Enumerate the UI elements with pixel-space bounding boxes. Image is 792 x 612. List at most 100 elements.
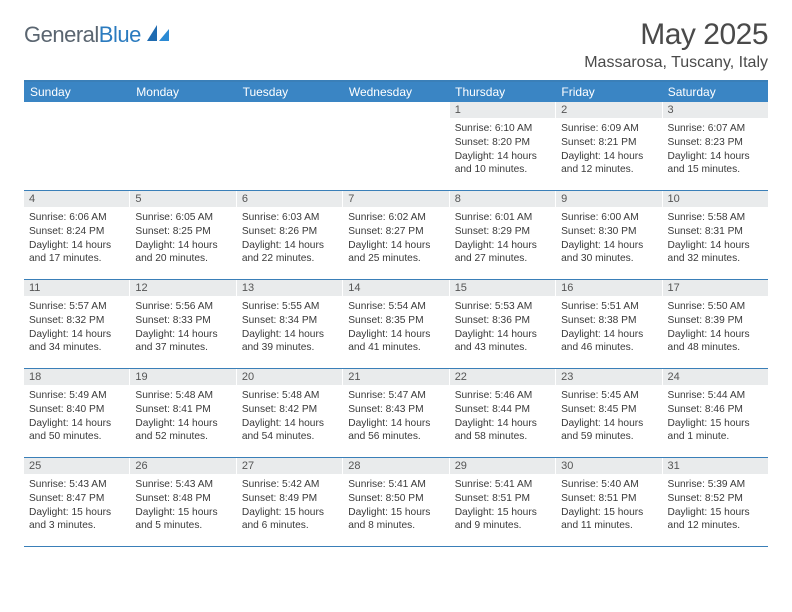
- calendar-day: 24Sunrise: 5:44 AMSunset: 8:46 PMDayligh…: [663, 369, 768, 457]
- sunrise-text: Sunrise: 5:51 AM: [561, 300, 656, 314]
- calendar-day: 17Sunrise: 5:50 AMSunset: 8:39 PMDayligh…: [663, 280, 768, 368]
- calendar-day: 19Sunrise: 5:48 AMSunset: 8:41 PMDayligh…: [130, 369, 236, 457]
- sunset-text: Sunset: 8:49 PM: [242, 492, 337, 506]
- day-number: 21: [343, 369, 448, 385]
- sunrise-text: Sunrise: 5:56 AM: [135, 300, 230, 314]
- calendar-day: 21Sunrise: 5:47 AMSunset: 8:43 PMDayligh…: [343, 369, 449, 457]
- daylight-text: Daylight: 14 hours and 17 minutes.: [29, 239, 124, 267]
- weekday-header: Friday: [555, 82, 661, 102]
- daylight-text: Daylight: 14 hours and 43 minutes.: [455, 328, 550, 356]
- calendar-day: 30 Sunrise: 5:40 AMSunset: 8:51 PMDayligh…: [556, 458, 662, 546]
- daylight-text: Daylight: 15 hours and 9 minutes.: [455, 506, 550, 534]
- daylight-text: Daylight: 14 hours and 20 minutes.: [135, 239, 230, 267]
- sunrise-text: Sunrise: 5:55 AM: [242, 300, 337, 314]
- sunrise-text: Sunrise: 6:05 AM: [135, 211, 230, 225]
- sunrise-text: Sunrise: 5:53 AM: [455, 300, 550, 314]
- logo-sail-icon: [145, 23, 171, 48]
- daylight-text: Daylight: 15 hours and 11 minutes.: [561, 506, 656, 534]
- day-number: 6: [237, 191, 342, 207]
- sunset-text: Sunset: 8:33 PM: [135, 314, 230, 328]
- sunset-text: Sunset: 8:29 PM: [455, 225, 550, 239]
- day-details: Sunrise: 5:47 AMSunset: 8:43 PMDaylight:…: [343, 385, 448, 450]
- calendar-day: 11Sunrise: 5:57 AMSunset: 8:32 PMDayligh…: [24, 280, 130, 368]
- day-details: Sunrise: 5:43 AMSunset: 8:47 PMDaylight:…: [24, 474, 129, 539]
- day-details: Sunrise: 5:56 AMSunset: 8:33 PMDaylight:…: [130, 296, 235, 361]
- day-number: 31: [663, 458, 768, 474]
- calendar-day: 5Sunrise: 6:05 AMSunset: 8:25 PMDaylight…: [130, 191, 236, 279]
- daylight-text: Daylight: 14 hours and 41 minutes.: [348, 328, 443, 356]
- sunrise-text: Sunrise: 6:02 AM: [348, 211, 443, 225]
- day-number: 9: [556, 191, 661, 207]
- sunrise-text: Sunrise: 5:45 AM: [561, 389, 656, 403]
- sunset-text: Sunset: 8:48 PM: [135, 492, 230, 506]
- sunrise-text: Sunrise: 5:49 AM: [29, 389, 124, 403]
- calendar-day: 15Sunrise: 5:53 AMSunset: 8:36 PMDayligh…: [450, 280, 556, 368]
- day-details: Sunrise: 5:50 AMSunset: 8:39 PMDaylight:…: [663, 296, 768, 361]
- sunset-text: Sunset: 8:38 PM: [561, 314, 656, 328]
- day-number: 4: [24, 191, 129, 207]
- day-details: Sunrise: 5:41 AMSunset: 8:50 PMDaylight:…: [343, 474, 448, 539]
- calendar-day: 28Sunrise: 5:41 AMSunset: 8:50 PMDayligh…: [343, 458, 449, 546]
- sunrise-text: Sunrise: 5:41 AM: [455, 478, 550, 492]
- page-header: GeneralBlue May 2025 Massarosa, Tuscany,…: [24, 18, 768, 72]
- sunset-text: Sunset: 8:32 PM: [29, 314, 124, 328]
- day-details: Sunrise: 6:03 AMSunset: 8:26 PMDaylight:…: [237, 207, 342, 272]
- sunset-text: Sunset: 8:20 PM: [455, 136, 550, 150]
- sunrise-text: Sunrise: 5:43 AM: [29, 478, 124, 492]
- daylight-text: Daylight: 14 hours and 12 minutes.: [561, 150, 656, 178]
- sunrise-text: Sunrise: 6:01 AM: [455, 211, 550, 225]
- calendar-day: 22Sunrise: 5:46 AMSunset: 8:44 PMDayligh…: [450, 369, 556, 457]
- month-title: May 2025: [584, 18, 768, 52]
- sunset-text: Sunset: 8:40 PM: [29, 403, 124, 417]
- daylight-text: Daylight: 14 hours and 46 minutes.: [561, 328, 656, 356]
- day-number: 24: [663, 369, 768, 385]
- sunrise-text: Sunrise: 6:07 AM: [668, 122, 763, 136]
- calendar-day: 1Sunrise: 6:10 AMSunset: 8:20 PMDaylight…: [450, 102, 556, 190]
- day-number: 17: [663, 280, 768, 296]
- sunrise-text: Sunrise: 5:40 AM: [561, 478, 656, 492]
- daylight-text: Daylight: 14 hours and 59 minutes.: [561, 417, 656, 445]
- daylight-text: Daylight: 14 hours and 34 minutes.: [29, 328, 124, 356]
- calendar-day: 25Sunrise: 5:43 AMSunset: 8:47 PMDayligh…: [24, 458, 130, 546]
- calendar-day: 8Sunrise: 6:01 AMSunset: 8:29 PMDaylight…: [450, 191, 556, 279]
- day-details: Sunrise: 5:45 AMSunset: 8:45 PMDaylight:…: [556, 385, 661, 450]
- calendar-page: GeneralBlue May 2025 Massarosa, Tuscany,…: [0, 0, 792, 557]
- calendar-day: 6Sunrise: 6:03 AMSunset: 8:26 PMDaylight…: [237, 191, 343, 279]
- day-details: Sunrise: 6:06 AMSunset: 8:24 PMDaylight:…: [24, 207, 129, 272]
- calendar-day: 12Sunrise: 5:56 AMSunset: 8:33 PMDayligh…: [130, 280, 236, 368]
- calendar-day: .: [237, 102, 343, 190]
- calendar-week: 11Sunrise: 5:57 AMSunset: 8:32 PMDayligh…: [24, 280, 768, 369]
- calendar-week: 4Sunrise: 6:06 AMSunset: 8:24 PMDaylight…: [24, 191, 768, 280]
- calendar-day: 20Sunrise: 5:48 AMSunset: 8:42 PMDayligh…: [237, 369, 343, 457]
- sunrise-text: Sunrise: 5:47 AM: [348, 389, 443, 403]
- daylight-text: Daylight: 14 hours and 37 minutes.: [135, 328, 230, 356]
- sunrise-text: Sunrise: 5:41 AM: [348, 478, 443, 492]
- calendar-day: 4Sunrise: 6:06 AMSunset: 8:24 PMDaylight…: [24, 191, 130, 279]
- daylight-text: Daylight: 15 hours and 3 minutes.: [29, 506, 124, 534]
- sunset-text: Sunset: 8:26 PM: [242, 225, 337, 239]
- sunrise-text: Sunrise: 5:44 AM: [668, 389, 763, 403]
- calendar-day: 18Sunrise: 5:49 AMSunset: 8:40 PMDayligh…: [24, 369, 130, 457]
- calendar-weeks: ....1Sunrise: 6:10 AMSunset: 8:20 PMDayl…: [24, 102, 768, 547]
- day-details: Sunrise: 6:09 AMSunset: 8:21 PMDaylight:…: [556, 118, 661, 183]
- weekday-header: Sunday: [24, 82, 130, 102]
- day-details: Sunrise: 6:05 AMSunset: 8:25 PMDaylight:…: [130, 207, 235, 272]
- sunset-text: Sunset: 8:50 PM: [348, 492, 443, 506]
- day-details: Sunrise: 6:10 AMSunset: 8:20 PMDaylight:…: [450, 118, 555, 183]
- logo-text: GeneralBlue: [24, 22, 141, 48]
- day-number: 14: [343, 280, 448, 296]
- calendar-day: 29Sunrise: 5:41 AMSunset: 8:51 PMDayligh…: [450, 458, 556, 546]
- sunrise-text: Sunrise: 5:58 AM: [668, 211, 763, 225]
- daylight-text: Daylight: 14 hours and 27 minutes.: [455, 239, 550, 267]
- daylight-text: Daylight: 14 hours and 25 minutes.: [348, 239, 443, 267]
- calendar-day: 31Sunrise: 5:39 AMSunset: 8:52 PMDayligh…: [663, 458, 768, 546]
- sunset-text: Sunset: 8:51 PM: [561, 492, 656, 506]
- daylight-text: Daylight: 15 hours and 5 minutes.: [135, 506, 230, 534]
- day-number: 15: [450, 280, 555, 296]
- day-number: 16: [556, 280, 661, 296]
- calendar-day: 9Sunrise: 6:00 AMSunset: 8:30 PMDaylight…: [556, 191, 662, 279]
- title-block: May 2025 Massarosa, Tuscany, Italy: [584, 18, 768, 72]
- sunrise-text: Sunrise: 6:10 AM: [455, 122, 550, 136]
- day-number: 30: [556, 458, 661, 474]
- day-details: Sunrise: 5:48 AMSunset: 8:41 PMDaylight:…: [130, 385, 235, 450]
